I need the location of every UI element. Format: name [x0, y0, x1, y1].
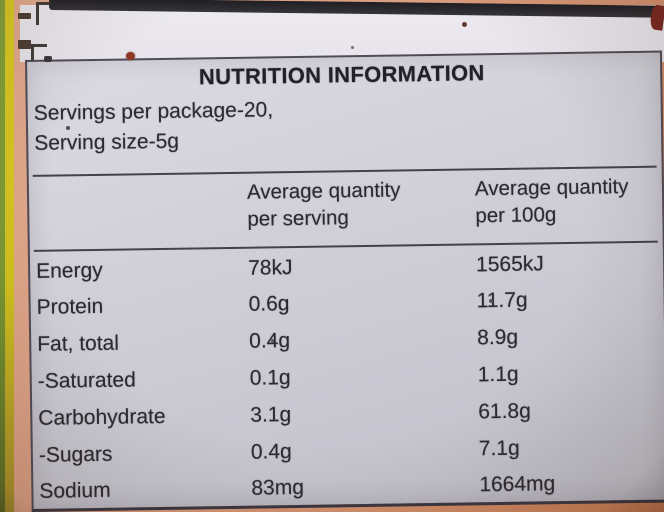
- nutrient-name: -Sugars: [38, 442, 113, 467]
- value-per-serving: 0.4g: [249, 329, 291, 353]
- value-per-serving: 83mg: [251, 475, 305, 500]
- table-row: Carbohydrate 3.1g 61.8g: [38, 398, 661, 433]
- table-rule-header-bottom: [33, 240, 658, 252]
- servings-per-package-line: Servings per package-20,: [33, 98, 274, 125]
- label-corner-mark: [44, 56, 52, 62]
- ink-speck: [351, 46, 354, 49]
- value-per-100g: 11.7g: [476, 288, 528, 313]
- ink-speck: [462, 22, 467, 27]
- table-row: -Sugars 0.4g 7.1g: [39, 435, 662, 470]
- nutrient-name: Fat, total: [37, 331, 120, 356]
- print-corner-mark: [36, 2, 50, 25]
- column-header-line: per 100g: [475, 203, 557, 228]
- table-row: Protein 0.6g 11.7g: [37, 287, 660, 322]
- nutrient-name: Protein: [36, 294, 104, 319]
- value-per-serving: 0.1g: [249, 366, 291, 390]
- table-row: -Saturated 0.1g 1.1g: [38, 361, 661, 396]
- column-header-line: per serving: [247, 206, 349, 231]
- table-row: Fat, total 0.4g 8.9g: [37, 324, 660, 359]
- registration-dash: [18, 13, 31, 19]
- nutrient-name: Sodium: [39, 478, 111, 503]
- column-header-per-100g: Average quantity per 100g: [475, 173, 629, 229]
- registration-dash: [18, 40, 31, 49]
- value-per-100g: 8.9g: [477, 325, 519, 350]
- table-row: Energy 78kJ 1565kJ: [36, 251, 659, 286]
- value-per-100g: 61.8g: [478, 399, 531, 424]
- value-per-100g: 1664mg: [479, 472, 556, 497]
- ink-speck: [271, 339, 274, 343]
- print-corner-mark: [31, 44, 47, 71]
- value-per-100g: 7.1g: [478, 436, 520, 461]
- ink-speck: [489, 299, 493, 303]
- column-header-line: Average quantity: [246, 178, 401, 204]
- column-header-line: Average quantity: [474, 175, 629, 201]
- nutrition-label-panel: NUTRITION INFORMATION Servings per packa…: [25, 50, 664, 512]
- value-per-serving: 3.1g: [250, 403, 292, 427]
- column-header-per-serving: Average quantity per serving: [247, 176, 401, 232]
- stain-dot: [126, 52, 135, 60]
- nutrition-title: NUTRITION INFORMATION: [198, 60, 485, 90]
- edge-strip-yellow: [5, 0, 14, 512]
- value-per-serving: 0.6g: [248, 292, 290, 316]
- value-per-100g: 1565kJ: [475, 252, 544, 277]
- value-per-serving: 78kJ: [247, 256, 293, 280]
- nutrient-name: Energy: [35, 258, 103, 283]
- table-row: Sodium 83mg 1664mg: [39, 471, 662, 506]
- serving-size-line: Serving size-5g: [34, 129, 180, 155]
- value-per-serving: 0.4g: [250, 440, 292, 464]
- ink-speck: [66, 126, 70, 130]
- edge-strip-green: [0, 0, 6, 512]
- nutrient-name: -Saturated: [37, 368, 136, 393]
- value-per-100g: 1.1g: [477, 362, 519, 387]
- nutrient-name: Carbohydrate: [38, 404, 166, 430]
